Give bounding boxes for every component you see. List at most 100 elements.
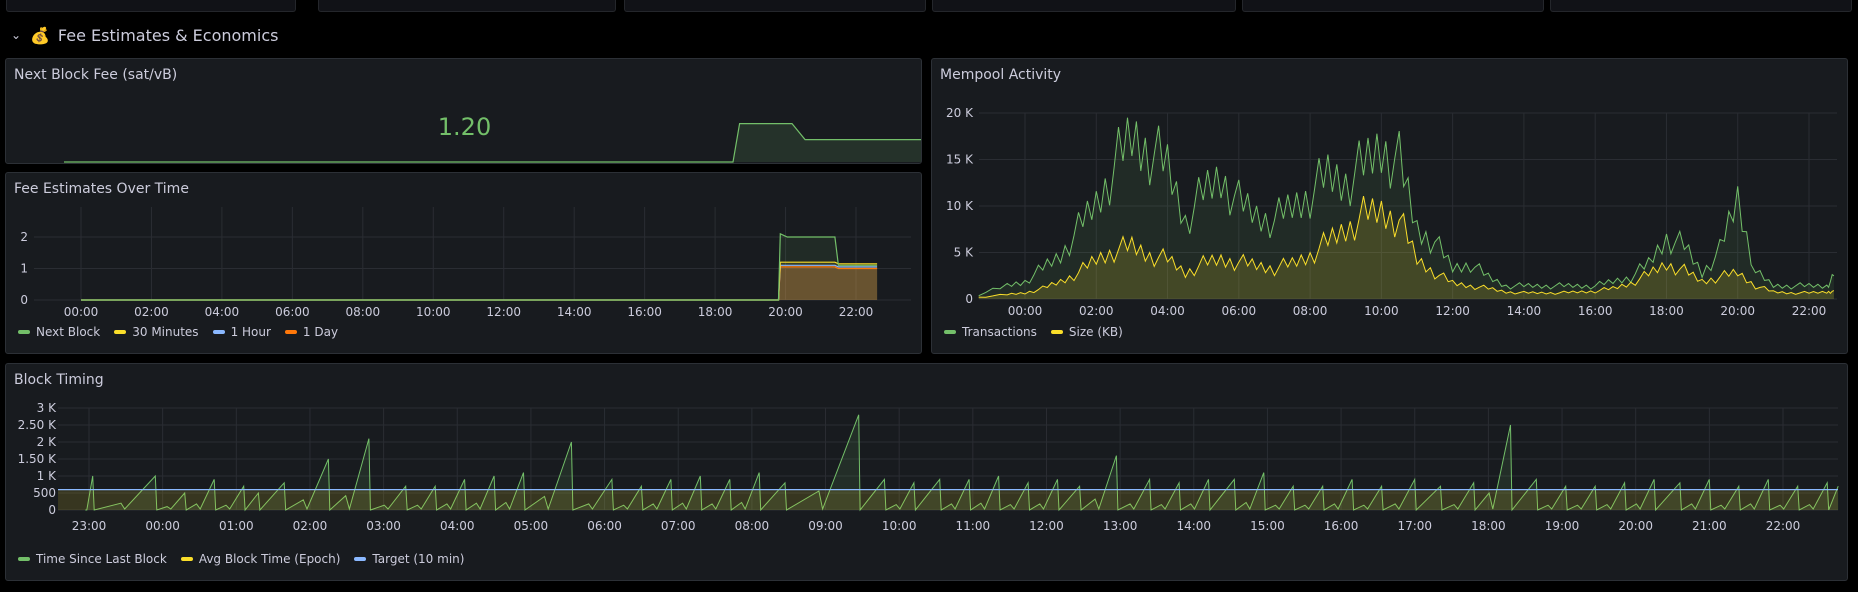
- x-tick-label: 06:00: [1222, 304, 1257, 318]
- mempool-chart[interactable]: 0 5 K 10 K 15 K 20 K 00:00 02:00 04:00 06:00 08:0…: [932, 65, 1848, 325]
- legend-swatch: [18, 557, 30, 561]
- avg-area: [58, 489, 1838, 510]
- x-tick-label: 00:00: [1008, 304, 1043, 318]
- legend-item[interactable]: 30 Minutes: [114, 325, 199, 339]
- y-tick-label: 0: [48, 503, 56, 517]
- moneybag-icon: 💰: [30, 25, 50, 45]
- panel-title: Block Timing: [14, 372, 104, 388]
- legend-swatch: [18, 330, 30, 334]
- row-header[interactable]: ⌄ 💰 Fee Estimates & Economics: [10, 22, 279, 48]
- y-tick-label: 5 K: [954, 246, 974, 260]
- series-line: [81, 264, 878, 301]
- block-timing-chart[interactable]: 0 500 1 K 1.50 K 2 K 2.50 K 3 K 23:00 00:00 01:00…: [6, 370, 1848, 550]
- legend-item[interactable]: 1 Hour: [212, 325, 271, 339]
- y-tick-label: 1.50 K: [18, 452, 58, 466]
- legend-label: 1 Hour: [230, 325, 271, 339]
- legend-swatch: [212, 330, 225, 334]
- x-tick-label: 00:00: [64, 305, 99, 319]
- series-area: [978, 117, 1834, 299]
- y-tick-label: 0: [965, 292, 973, 306]
- fee-estimates-legend: Next Block 30 Minutes 1 Hour 1 Day: [18, 325, 338, 339]
- y-tick-label: 20 K: [946, 106, 974, 120]
- x-tick-label: 22:00: [1766, 519, 1801, 533]
- legend-item[interactable]: Target (10 min): [354, 552, 464, 566]
- x-tick-label: 04:00: [440, 519, 475, 533]
- x-tick-label: 14:00: [557, 305, 592, 319]
- legend-swatch: [114, 330, 127, 334]
- legend-label: Avg Block Time (Epoch): [198, 552, 341, 566]
- x-tick-label: 20:00: [768, 305, 803, 319]
- legend-item[interactable]: Avg Block Time (Epoch): [180, 552, 341, 566]
- legend-item[interactable]: Next Block: [18, 325, 100, 339]
- x-tick-label: 02:00: [293, 519, 328, 533]
- stat-value: 1.20: [437, 113, 492, 141]
- panel-edge: [1242, 0, 1544, 12]
- x-tick-label: 14:00: [1176, 519, 1211, 533]
- block-timing-legend: Time Since Last Block Avg Block Time (Epo…: [18, 552, 464, 566]
- next-block-fee-panel[interactable]: Next Block Fee (sat/vB) 1.20: [5, 58, 922, 164]
- x-tick-label: 00:00: [145, 519, 180, 533]
- chevron-down-icon[interactable]: ⌄: [10, 28, 22, 42]
- y-tick-label: 500: [33, 486, 56, 500]
- x-tick-label: 19:00: [1545, 519, 1580, 533]
- x-tick-label: 16:00: [1578, 304, 1613, 318]
- panel-edge: [6, 0, 296, 12]
- legend-swatch: [354, 557, 367, 561]
- x-tick-label: 06:00: [275, 305, 310, 319]
- x-tick-label: 20:00: [1720, 304, 1755, 318]
- panel-title: Next Block Fee (sat/vB): [14, 67, 178, 83]
- mempool-legend: Transactions Size (KB): [944, 325, 1123, 339]
- fee-estimates-chart[interactable]: 0 1 2 00:00 02:00 04:00 06:00 08:00 10:00 12:00 14…: [6, 179, 922, 329]
- panel-title: Fee Estimates Over Time: [14, 181, 189, 197]
- legend-label: Transactions: [962, 325, 1037, 339]
- legend-item[interactable]: Time Since Last Block: [18, 552, 167, 566]
- legend-item[interactable]: Size (KB): [1050, 325, 1123, 339]
- x-tick-label: 10:00: [882, 519, 917, 533]
- previous-row-panels: [0, 0, 1858, 12]
- panel-title: Mempool Activity: [940, 67, 1062, 83]
- legend-label: 30 Minutes: [132, 325, 199, 339]
- sparkline-area: [64, 123, 921, 162]
- x-tick-label: 15:00: [1250, 519, 1285, 533]
- x-tick-label: 04:00: [1150, 304, 1185, 318]
- y-tick-label: 0: [20, 293, 28, 307]
- series-area: [81, 262, 878, 300]
- x-tick-label: 13:00: [1103, 519, 1138, 533]
- x-tick-label: 08:00: [1293, 304, 1328, 318]
- x-tick-label: 05:00: [514, 519, 549, 533]
- x-tick-label: 11:00: [956, 519, 991, 533]
- block-timing-panel[interactable]: Block Timing 0 500 1 K 1.50 K 2 K 2.50 K 3 K 23…: [5, 363, 1848, 581]
- legend-item[interactable]: 1 Day: [284, 325, 338, 339]
- series-line: [85, 414, 1839, 512]
- panel-edge: [318, 0, 616, 12]
- series-line: [978, 117, 1835, 297]
- x-tick-label: 17:00: [1397, 519, 1432, 533]
- panel-edge: [624, 0, 926, 12]
- x-tick-label: 22:00: [839, 305, 874, 319]
- x-tick-label: 07:00: [661, 519, 696, 533]
- x-tick-label: 12:00: [1435, 304, 1470, 318]
- y-tick-label: 3 K: [37, 401, 57, 415]
- x-tick-label: 06:00: [587, 519, 622, 533]
- x-tick-label: 08:00: [735, 519, 770, 533]
- series-area: [81, 266, 878, 300]
- x-tick-label: 01:00: [219, 519, 254, 533]
- x-tick-label: 20:00: [1618, 519, 1653, 533]
- legend-swatch: [944, 330, 956, 334]
- x-tick-label: 23:00: [72, 519, 107, 533]
- y-tick-label: 2 K: [37, 435, 57, 449]
- x-tick-label: 14:00: [1507, 304, 1542, 318]
- series-line: [81, 261, 878, 301]
- y-tick-label: 2: [20, 230, 28, 244]
- x-tick-label: 02:00: [1079, 304, 1114, 318]
- y-tick-label: 10 K: [946, 199, 974, 213]
- mempool-panel[interactable]: Mempool Activity 0 5 K 10 K 15 K 20 K 00:00 02…: [931, 58, 1848, 354]
- panel-edge: [932, 0, 1236, 12]
- x-tick-label: 21:00: [1692, 519, 1727, 533]
- x-tick-label: 03:00: [366, 519, 401, 533]
- panel-edge: [1550, 0, 1852, 12]
- y-tick-label: 1: [20, 262, 28, 276]
- fee-estimates-panel[interactable]: Fee Estimates Over Time 0 1 2 00:00 02:00 04:…: [5, 172, 922, 354]
- legend-item[interactable]: Transactions: [944, 325, 1037, 339]
- x-tick-label: 04:00: [205, 305, 240, 319]
